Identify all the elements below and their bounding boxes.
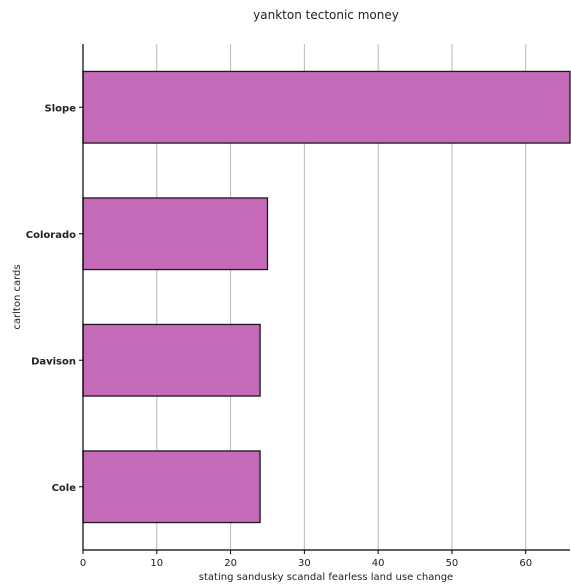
- x-tick-label: 20: [224, 558, 237, 569]
- x-tick-label: 40: [372, 558, 385, 569]
- x-tick-label: 50: [446, 558, 459, 569]
- bar-slope: [82, 70, 571, 144]
- bar-davison: [82, 323, 261, 397]
- x-axis-label: stating sandusky scandal fearless land u…: [199, 572, 453, 583]
- y-tick-label-colorado: Colorado: [26, 230, 76, 241]
- x-ticks: 0 10 20 30 40 50 60: [80, 550, 532, 569]
- x-tick-label: 10: [150, 558, 163, 569]
- y-tick-label-slope: Slope: [45, 103, 77, 114]
- bar-cole: [82, 450, 261, 524]
- y-tick-label-davison: Davison: [31, 356, 76, 367]
- y-ticks: Slope Colorado Davison Cole: [26, 103, 83, 494]
- y-axis-label: carlton cards: [12, 264, 23, 329]
- bar-colorado: [82, 197, 269, 271]
- bars: [82, 70, 571, 524]
- x-tick-label: 30: [298, 558, 311, 569]
- x-tick-label: 0: [80, 558, 86, 569]
- axes: [82, 44, 570, 551]
- y-tick-label-cole: Cole: [52, 483, 77, 494]
- x-tick-label: 60: [519, 558, 532, 569]
- chart-title: yankton tectonic money: [253, 8, 399, 22]
